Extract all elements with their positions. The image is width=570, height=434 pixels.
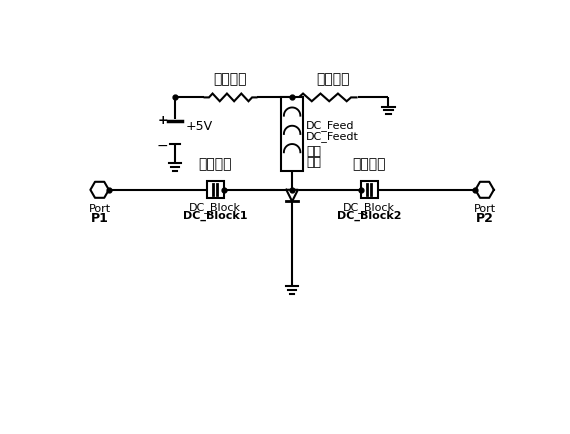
Bar bbox=[361, 182, 377, 199]
Text: DC_Block: DC_Block bbox=[189, 202, 241, 213]
Text: P1: P1 bbox=[91, 212, 108, 225]
Text: DC_Feed: DC_Feed bbox=[306, 120, 355, 131]
Polygon shape bbox=[286, 191, 298, 202]
Text: DC_Block1: DC_Block1 bbox=[183, 210, 247, 220]
Text: 固定电阻: 固定电阻 bbox=[214, 72, 247, 86]
Text: DC_Feedt: DC_Feedt bbox=[306, 131, 359, 141]
Text: DC_Block: DC_Block bbox=[343, 202, 395, 213]
Text: 电感: 电感 bbox=[306, 156, 321, 169]
Text: Port: Port bbox=[88, 204, 111, 214]
Text: 扼流: 扼流 bbox=[306, 145, 321, 158]
Text: 耦合电容: 耦合电容 bbox=[352, 157, 386, 171]
Text: +: + bbox=[157, 114, 168, 127]
Text: +5V: +5V bbox=[186, 119, 213, 132]
Text: −: − bbox=[157, 138, 169, 152]
Text: P2: P2 bbox=[476, 212, 494, 225]
Text: DC_Block2: DC_Block2 bbox=[337, 210, 401, 220]
Bar bbox=[207, 182, 223, 199]
Text: Port: Port bbox=[474, 204, 496, 214]
Text: 耦合电容: 耦合电容 bbox=[198, 157, 232, 171]
Bar bbox=[282, 98, 303, 171]
Text: 热敏电阻: 热敏电阻 bbox=[316, 72, 349, 86]
